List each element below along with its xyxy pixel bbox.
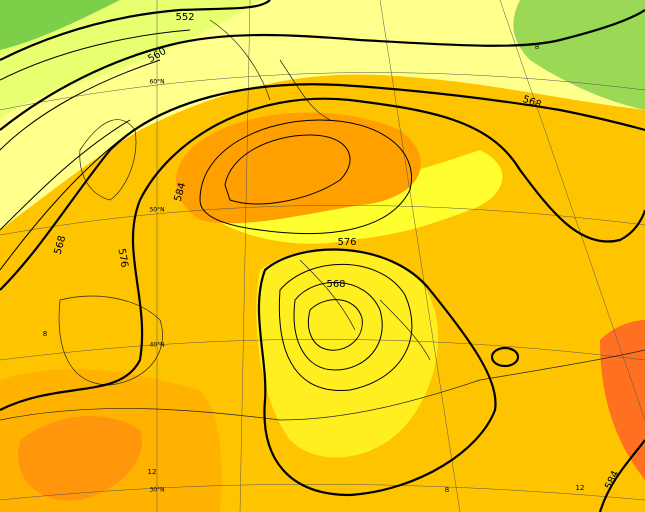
contour-labels: 552 560 568 576 584 568 576 568 584 — [53, 12, 622, 491]
small-label: 8 — [43, 330, 47, 338]
latitude-labels: 60°N 50°N 40°N 30°N — [149, 79, 164, 494]
latitude-label: 50°N — [149, 207, 164, 214]
coastlines — [0, 19, 645, 421]
small-label: 12 — [576, 484, 585, 492]
small-label: 12 — [148, 468, 157, 476]
small-labels: 8 8 12 8 12 — [43, 43, 585, 494]
latitude-label: 40°N — [149, 342, 164, 349]
contour-label: 552 — [175, 12, 194, 23]
latitude-label: 60°N — [149, 79, 164, 86]
small-label: 8 — [445, 486, 449, 494]
contour-label: 568 — [326, 279, 345, 290]
contour-label: 576 — [115, 248, 129, 269]
small-label: 8 — [535, 43, 539, 51]
contour-label: 576 — [337, 237, 356, 248]
contour-label: 584 — [173, 181, 189, 202]
latitude-label: 30°N — [149, 487, 164, 494]
contour-label: 568 — [53, 234, 69, 255]
